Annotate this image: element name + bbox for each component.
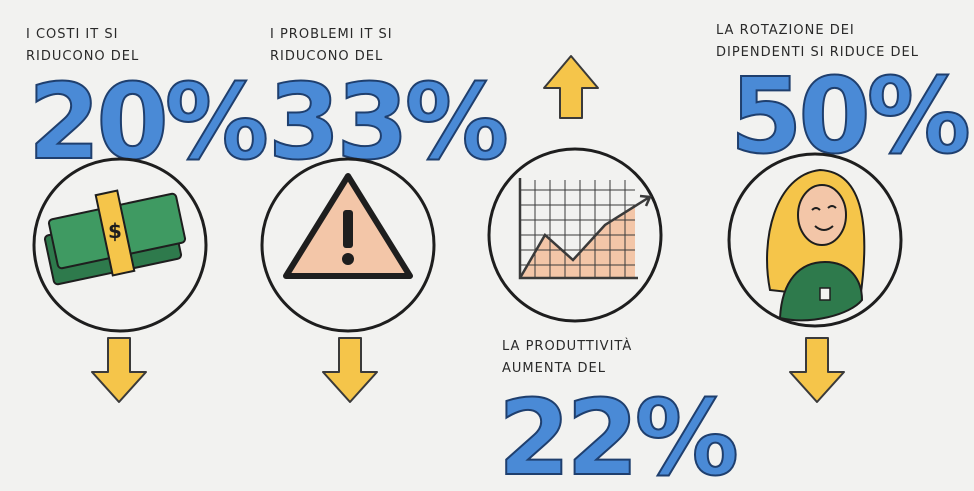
stat-label: I COSTI IT SI — [26, 27, 118, 42]
stat-label: LA ROTAZIONE DEI — [716, 23, 855, 38]
stat-value: 22% — [498, 377, 736, 491]
stat-label: I PROBLEMI IT SI — [270, 27, 393, 42]
stat-label: AUMENTA DEL — [502, 361, 606, 376]
stat-value: 33% — [268, 61, 506, 183]
infographic: I COSTI IT SI RIDUCONO DEL 20% $ I PROBL… — [0, 0, 974, 491]
svg-text:$: $ — [108, 219, 122, 243]
stat-label: LA PRODUTTIVITÀ — [502, 338, 632, 354]
stat-value: 50% — [730, 55, 968, 177]
